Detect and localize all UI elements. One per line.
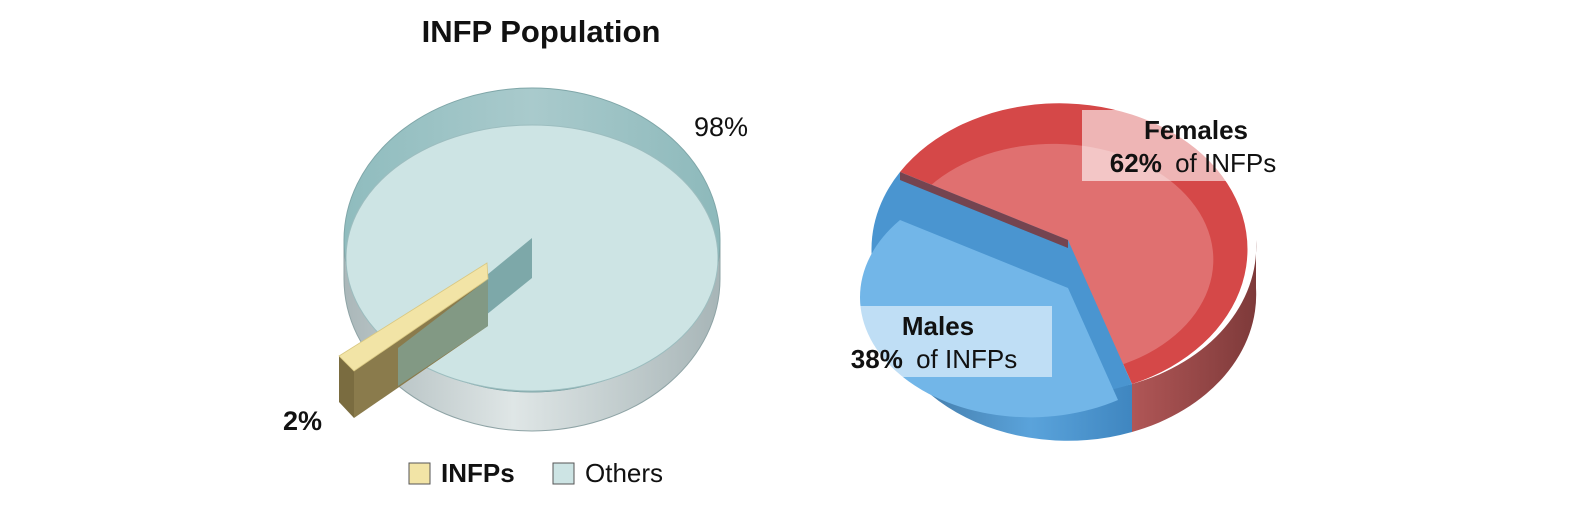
males-value-label: 38% (851, 344, 903, 374)
slice-divider (900, 172, 1068, 248)
legend-label-others: Others (585, 458, 663, 488)
population-pie (338, 87, 721, 432)
legend-swatch-others (552, 462, 575, 485)
chart-title: INFP Population (422, 14, 661, 49)
females-value-label: 62% (1110, 148, 1162, 178)
females-label: Females (1144, 115, 1248, 145)
infps-slice-inner (398, 279, 488, 386)
females-label-suffix: of INFPs (1175, 148, 1276, 178)
females-label-box (1082, 110, 1310, 181)
males-label-suffix: of INFPs (916, 344, 1017, 374)
infps-value-label: 2% (283, 406, 322, 436)
legend-swatch-infps (408, 462, 431, 485)
legend-label-infps: INFPs (441, 458, 515, 488)
gender-pie (859, 103, 1257, 441)
males-label: Males (902, 311, 974, 341)
females-slice-side (1132, 240, 1257, 432)
males-label-box (824, 306, 1052, 377)
svg-text:62% of INFPs: 62% of INFPs (1110, 148, 1276, 178)
infps-slice-side (339, 356, 354, 418)
legend: INFPs Others (408, 458, 663, 488)
others-value-label: 98% (694, 112, 748, 142)
svg-text:38% of INFPs: 38% of INFPs (851, 344, 1017, 374)
